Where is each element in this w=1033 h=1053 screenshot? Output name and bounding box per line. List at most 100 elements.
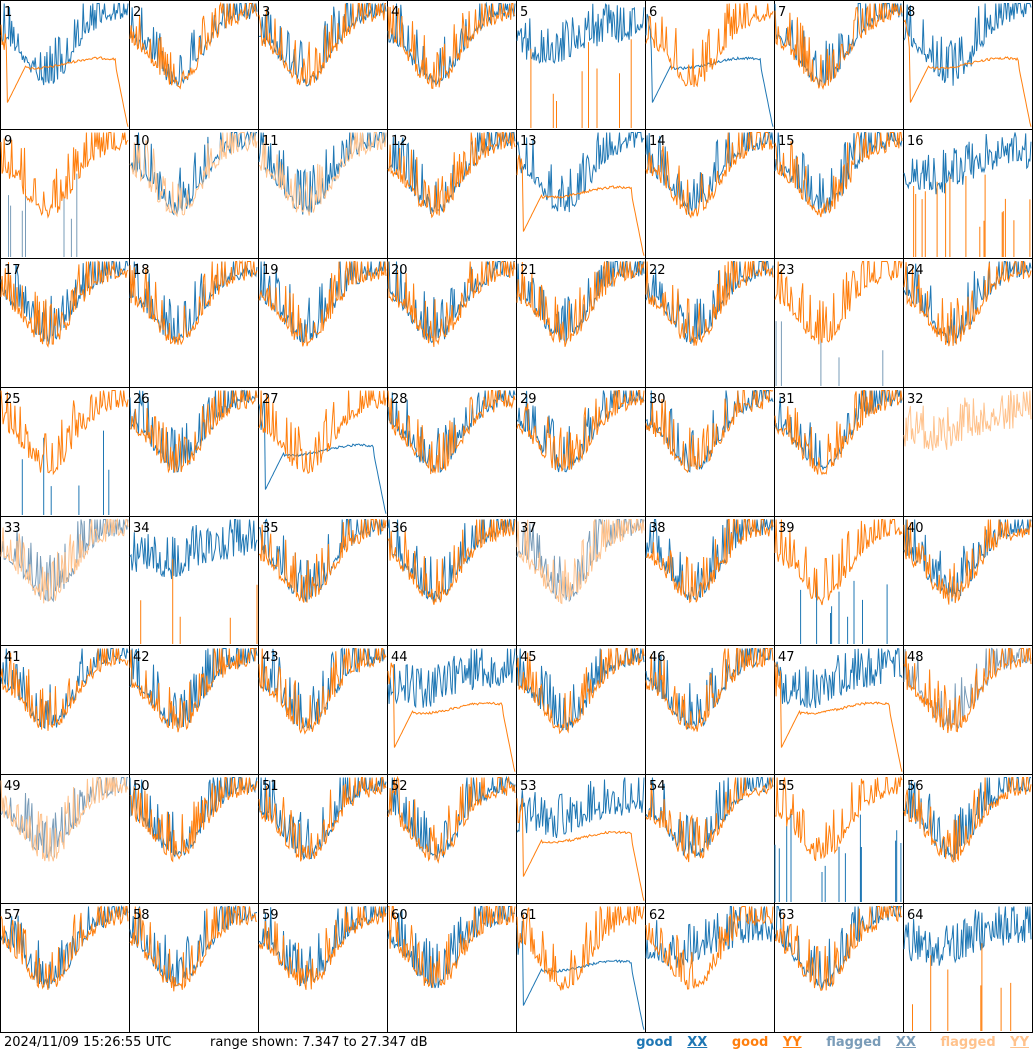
panel-number: 53 — [520, 779, 537, 794]
panel-number: 18 — [133, 263, 150, 278]
panel-50: 50 — [129, 774, 259, 904]
panel-number: 62 — [649, 908, 666, 923]
panel-number: 51 — [262, 779, 279, 794]
series-xx — [129, 389, 258, 473]
panel-41: 41 — [0, 645, 130, 775]
series-xx — [258, 132, 387, 215]
series-yy — [0, 518, 129, 604]
panel-number: 34 — [133, 521, 150, 536]
panel-39: 39 — [774, 516, 904, 646]
panel-number: 8 — [907, 5, 915, 20]
panel-number: 48 — [907, 650, 924, 665]
panel-10: 10 — [129, 129, 259, 259]
series-yy — [774, 131, 903, 218]
panel-14: 14 — [645, 129, 775, 259]
panel-6: 6 — [645, 0, 775, 130]
series-yy — [645, 906, 774, 990]
panel-24: 24 — [903, 258, 1033, 388]
panel-number: 25 — [4, 392, 21, 407]
series-yy — [258, 777, 387, 862]
series-yy — [774, 519, 903, 606]
series-yy — [388, 906, 516, 988]
panel-number: 59 — [262, 908, 279, 923]
panel-number: 14 — [649, 134, 666, 149]
series-yy — [129, 777, 258, 863]
series-yy — [645, 390, 774, 474]
series-xx — [258, 400, 387, 514]
series-yy — [774, 261, 903, 345]
panel-number: 5 — [520, 5, 528, 20]
panel-28: 28 — [387, 387, 517, 517]
panel-16: 16 — [903, 129, 1033, 259]
panel-frame — [645, 258, 775, 388]
panel-8: 8 — [903, 0, 1033, 130]
panel-number: 50 — [133, 779, 150, 794]
panel-45: 45 — [516, 645, 646, 775]
panel-number: 30 — [649, 392, 666, 407]
series-yy — [387, 132, 516, 219]
panel-49: 49 — [0, 774, 130, 904]
series-xx — [129, 261, 258, 343]
panel-46: 46 — [645, 645, 775, 775]
series-yy — [129, 648, 257, 733]
series-yy — [646, 518, 774, 604]
series-yy — [912, 943, 1012, 1031]
series-xx — [774, 647, 903, 709]
panel-43: 43 — [258, 645, 388, 775]
panel-number: 20 — [391, 263, 408, 278]
panel-64: 64 — [903, 903, 1033, 1033]
series-yy — [903, 260, 1032, 347]
panel-number: 24 — [907, 263, 924, 278]
series-yy — [387, 662, 516, 772]
series-yy — [258, 906, 387, 990]
series-xx — [0, 648, 129, 729]
panel-51: 51 — [258, 774, 388, 904]
series-xx — [129, 130, 257, 216]
panel-29: 29 — [516, 387, 646, 517]
panel-32: 32 — [903, 387, 1033, 517]
panel-42: 42 — [129, 645, 259, 775]
series-yy — [387, 519, 516, 605]
panel-frame — [258, 903, 388, 1033]
panel-number: 49 — [4, 779, 21, 794]
panel-number: 1 — [4, 5, 12, 20]
panel-15: 15 — [774, 129, 904, 259]
panel-number: 42 — [133, 650, 150, 665]
panel-number: 61 — [520, 908, 537, 923]
panel-number: 54 — [649, 779, 666, 794]
panel-frame — [516, 774, 646, 904]
panel-1: 1 — [0, 0, 130, 130]
series-xx — [387, 390, 516, 474]
panel-60: 60 — [387, 903, 517, 1033]
series-yy — [516, 648, 645, 735]
series-yy — [0, 132, 129, 219]
panel-40: 40 — [903, 516, 1033, 646]
series-yy — [387, 775, 516, 864]
panel-number: 13 — [520, 134, 537, 149]
panel-23: 23 — [774, 258, 904, 388]
series-xx — [645, 389, 774, 473]
panel-frame — [0, 0, 130, 130]
panel-number: 7 — [778, 5, 786, 20]
panel-frame — [774, 387, 904, 517]
panel-number: 35 — [262, 521, 279, 536]
legend-good-yy: good YY — [731, 1035, 802, 1050]
panel-frame — [387, 387, 517, 517]
panel-12: 12 — [387, 129, 517, 259]
series-yy — [258, 519, 387, 603]
panel-62: 62 — [645, 903, 775, 1033]
panel-57: 57 — [0, 903, 130, 1033]
series-xx — [903, 906, 1032, 966]
panel-35: 35 — [258, 516, 388, 646]
panel-52: 52 — [387, 774, 517, 904]
series-xx — [387, 648, 516, 709]
panel-34: 34 — [129, 516, 259, 646]
panel-frame — [387, 903, 517, 1033]
series-yy — [516, 519, 645, 605]
panel-number: 11 — [262, 134, 279, 149]
panel-number: 43 — [262, 650, 279, 665]
panel-56: 56 — [903, 774, 1033, 904]
series-xx — [21, 430, 110, 515]
series-yy — [0, 648, 129, 731]
